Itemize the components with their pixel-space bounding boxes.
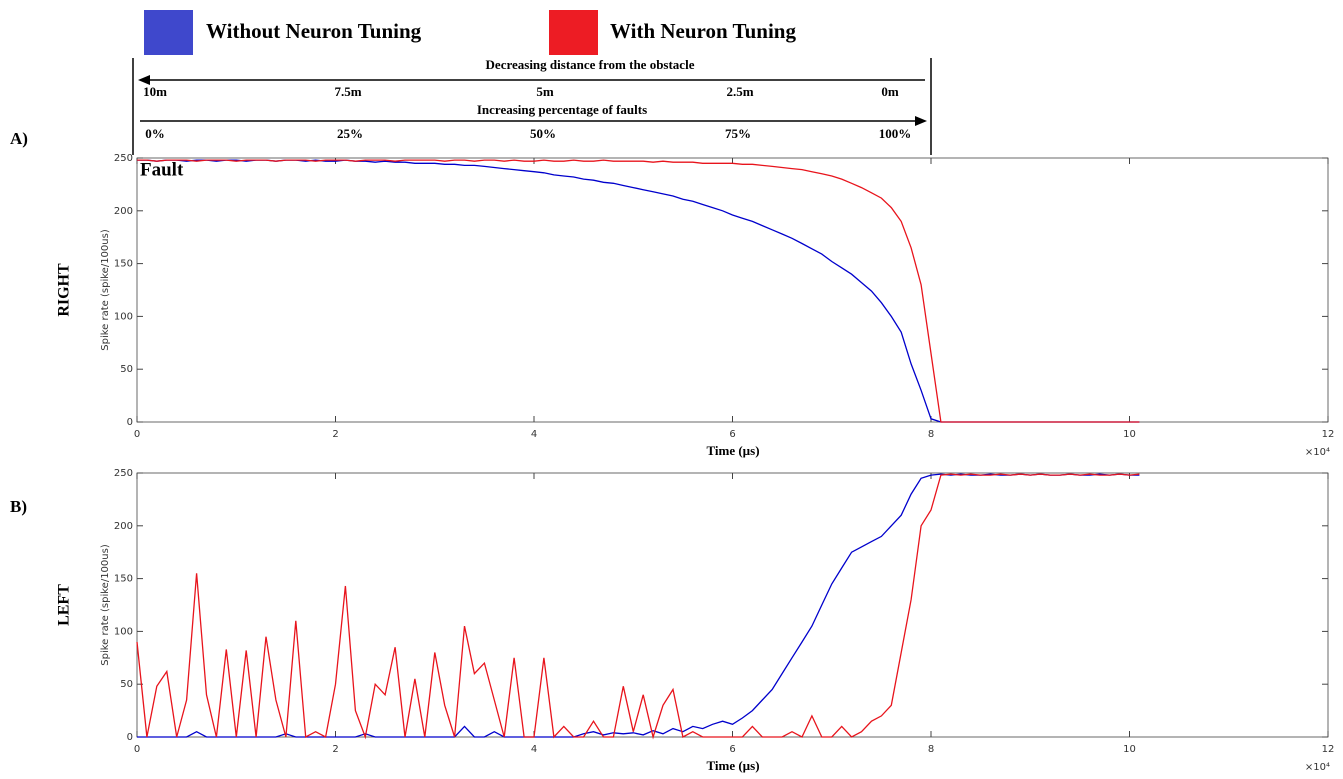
scale-caption: Increasing percentage of faults (477, 102, 647, 117)
legend-swatch (549, 10, 598, 55)
x-axis-label: Time (µs) (706, 443, 759, 458)
x-tick-label: 8 (928, 429, 934, 440)
arrow-head (915, 116, 927, 126)
fault-percent: 75% (725, 126, 751, 141)
distance-label: 10m (143, 84, 167, 99)
y-tick-label: 100 (114, 626, 133, 637)
plot-area (136, 472, 1329, 738)
x-tick-label: 2 (332, 429, 338, 440)
fault-label: Fault (140, 159, 184, 180)
panel-label: A) (10, 129, 28, 148)
x-tick-label: 6 (729, 429, 735, 440)
distance-label: 0m (881, 84, 899, 99)
x-tick-label: 0 (134, 744, 140, 755)
x-tick-label: 4 (531, 429, 537, 440)
fault-percent: 100% (879, 126, 912, 141)
series-line (137, 473, 1140, 738)
y-tick-label: 50 (120, 364, 133, 375)
y-axis-label: Spike rate (spike/100us) (100, 544, 111, 666)
y-tick-label: 250 (114, 468, 133, 479)
x-tick-label: 2 (332, 744, 338, 755)
plot-area (136, 157, 1329, 423)
y-tick-label: 100 (114, 311, 133, 322)
y-tick-label: 50 (120, 679, 133, 690)
y-tick-label: 250 (114, 153, 133, 164)
side-label: RIGHT (56, 263, 73, 317)
legend-label: With Neuron Tuning (610, 19, 796, 43)
side-label: LEFT (56, 584, 73, 626)
x-tick-label: 0 (134, 429, 140, 440)
x-tick-label: 4 (531, 744, 537, 755)
y-tick-label: 200 (114, 521, 133, 532)
distance-label: 2.5m (726, 84, 753, 99)
legend-swatch (144, 10, 193, 55)
x-multiplier: ×10⁴ (1305, 447, 1330, 458)
x-tick-label: 6 (729, 744, 735, 755)
arrow-head (138, 75, 150, 85)
y-tick-label: 0 (127, 732, 133, 743)
fault-percent: 0% (145, 126, 165, 141)
fault-percent: 50% (530, 126, 556, 141)
y-tick-label: 150 (114, 574, 133, 585)
x-tick-label: 8 (928, 744, 934, 755)
x-axis-label: Time (µs) (706, 758, 759, 773)
x-tick-label: 12 (1322, 429, 1335, 440)
series-line (137, 159, 1140, 423)
y-tick-label: 150 (114, 259, 133, 270)
scale-caption: Decreasing distance from the obstacle (486, 57, 695, 72)
legend-label: Without Neuron Tuning (206, 19, 422, 43)
y-axis-label: Spike rate (spike/100us) (100, 229, 111, 351)
x-tick-label: 10 (1123, 429, 1136, 440)
x-tick-label: 12 (1322, 744, 1335, 755)
series-line (136, 473, 1140, 740)
y-tick-label: 0 (127, 417, 133, 428)
x-multiplier: ×10⁴ (1305, 762, 1330, 773)
distance-label: 5m (536, 84, 554, 99)
panel-label: B) (10, 497, 27, 516)
distance-label: 7.5m (334, 84, 361, 99)
fault-percent: 25% (337, 126, 363, 141)
x-tick-label: 10 (1123, 744, 1136, 755)
y-tick-label: 200 (114, 206, 133, 217)
